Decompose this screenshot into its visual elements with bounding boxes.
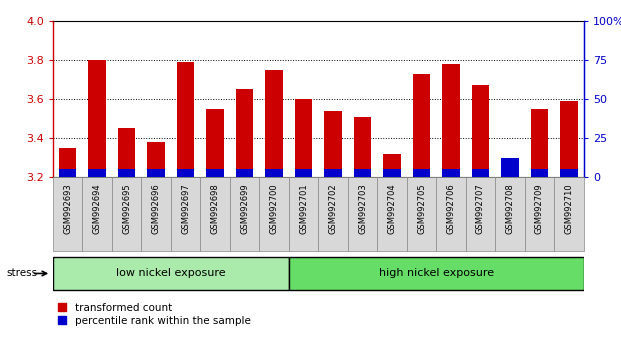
Text: GSM992706: GSM992706 bbox=[446, 183, 455, 234]
Bar bbox=[230, 177, 260, 251]
Bar bbox=[265, 169, 283, 177]
Bar bbox=[530, 109, 548, 177]
Bar bbox=[442, 169, 460, 177]
Bar bbox=[295, 99, 312, 177]
Bar bbox=[206, 109, 224, 177]
Text: GSM992699: GSM992699 bbox=[240, 183, 249, 234]
Bar bbox=[177, 62, 194, 177]
Bar bbox=[412, 169, 430, 177]
Bar bbox=[466, 177, 496, 251]
Bar bbox=[117, 169, 135, 177]
Bar bbox=[354, 169, 371, 177]
Bar bbox=[560, 169, 578, 177]
Text: GSM992698: GSM992698 bbox=[211, 183, 219, 234]
Bar bbox=[200, 177, 230, 251]
Bar bbox=[142, 177, 171, 251]
Bar bbox=[206, 169, 224, 177]
Text: GSM992697: GSM992697 bbox=[181, 183, 190, 234]
Bar bbox=[501, 158, 519, 177]
Bar bbox=[383, 154, 401, 177]
Bar bbox=[472, 169, 489, 177]
Bar bbox=[383, 169, 401, 177]
Bar bbox=[112, 177, 142, 251]
Legend: transformed count, percentile rank within the sample: transformed count, percentile rank withi… bbox=[58, 303, 250, 326]
Bar bbox=[496, 177, 525, 251]
Bar bbox=[436, 177, 466, 251]
Bar bbox=[530, 169, 548, 177]
Text: GSM992707: GSM992707 bbox=[476, 183, 485, 234]
Text: GSM992701: GSM992701 bbox=[299, 183, 308, 234]
Text: GSM992700: GSM992700 bbox=[270, 183, 278, 234]
Bar bbox=[171, 177, 200, 251]
Bar bbox=[378, 177, 407, 251]
Bar bbox=[147, 142, 165, 177]
Bar bbox=[82, 177, 112, 251]
Bar bbox=[265, 70, 283, 177]
Bar bbox=[348, 177, 378, 251]
Text: GSM992696: GSM992696 bbox=[152, 183, 160, 234]
Bar bbox=[412, 74, 430, 177]
Bar bbox=[177, 169, 194, 177]
Text: GSM992694: GSM992694 bbox=[93, 183, 101, 234]
Bar bbox=[88, 60, 106, 177]
Bar bbox=[236, 90, 253, 177]
Text: low nickel exposure: low nickel exposure bbox=[116, 268, 225, 279]
Text: GSM992693: GSM992693 bbox=[63, 183, 72, 234]
Bar bbox=[260, 177, 289, 251]
Bar bbox=[53, 257, 289, 290]
Bar bbox=[147, 169, 165, 177]
Bar bbox=[560, 101, 578, 177]
Bar bbox=[236, 169, 253, 177]
Bar bbox=[319, 177, 348, 251]
Text: GSM992708: GSM992708 bbox=[505, 183, 514, 234]
Bar bbox=[472, 86, 489, 177]
Bar bbox=[58, 148, 76, 177]
Bar bbox=[442, 64, 460, 177]
Bar bbox=[295, 169, 312, 177]
Text: GSM992703: GSM992703 bbox=[358, 183, 367, 234]
Bar bbox=[324, 169, 342, 177]
Bar bbox=[354, 117, 371, 177]
Text: stress: stress bbox=[6, 268, 37, 279]
Text: high nickel exposure: high nickel exposure bbox=[379, 268, 494, 279]
Bar bbox=[525, 177, 555, 251]
Text: GSM992710: GSM992710 bbox=[564, 183, 573, 234]
Bar bbox=[58, 169, 76, 177]
Bar bbox=[407, 177, 437, 251]
Bar bbox=[289, 257, 584, 290]
Bar bbox=[324, 111, 342, 177]
Bar bbox=[53, 177, 82, 251]
Bar bbox=[555, 177, 584, 251]
Bar bbox=[117, 128, 135, 177]
Bar bbox=[289, 177, 318, 251]
Text: GSM992705: GSM992705 bbox=[417, 183, 426, 234]
Text: GSM992704: GSM992704 bbox=[388, 183, 396, 234]
Text: GSM992695: GSM992695 bbox=[122, 183, 131, 234]
Text: GSM992702: GSM992702 bbox=[329, 183, 337, 234]
Text: GSM992709: GSM992709 bbox=[535, 183, 544, 234]
Bar bbox=[88, 169, 106, 177]
